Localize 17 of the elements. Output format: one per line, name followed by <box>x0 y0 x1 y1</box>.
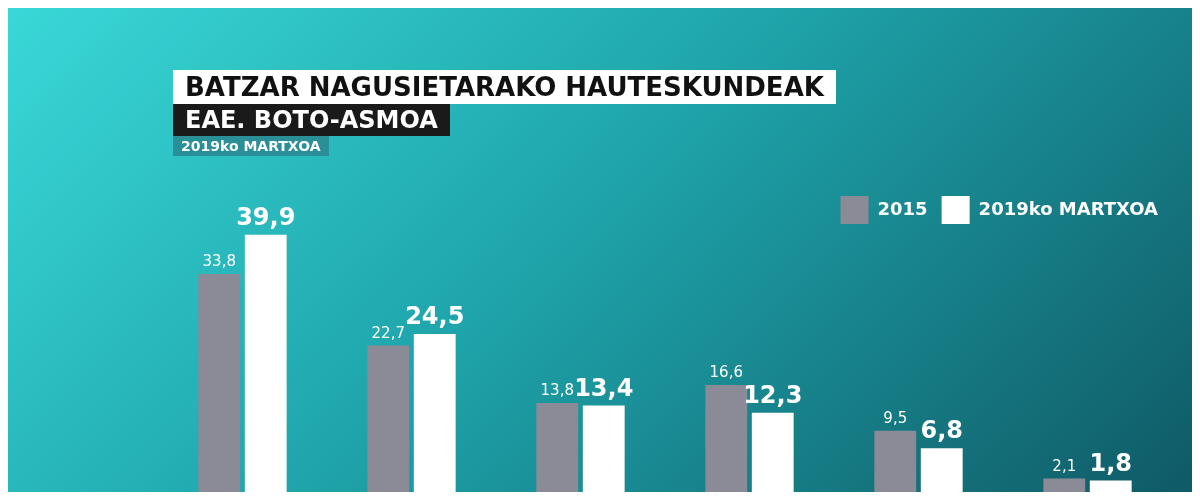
text: 2019ko MARTXOA <box>173 136 329 156</box>
legend-label: 2019ko MARTXOA <box>978 197 1159 219</box>
data-label: 2,1 <box>1052 456 1077 475</box>
chart-title: BATZAR NAGUSIETARAKO HAUTESKUNDEAK <box>173 70 836 104</box>
data-label: 13,4 <box>574 373 634 402</box>
data-label: 16,6 <box>709 363 743 382</box>
data-label: 6,8 <box>920 416 963 445</box>
data-label: 9,5 <box>883 409 908 428</box>
legend-label: 2015 <box>877 197 928 219</box>
data-label: 39,9 <box>236 202 296 231</box>
data-label: 12,3 <box>743 380 803 409</box>
data-label: 33,8 <box>202 252 236 271</box>
data-label: 13,8 <box>540 381 574 400</box>
data-label: 1,8 <box>1089 448 1132 477</box>
data-label: 22,7 <box>371 323 405 342</box>
chart-subtitle: EAE. BOTO-ASMOA <box>173 104 450 136</box>
data-label: 24,5 <box>405 302 465 331</box>
